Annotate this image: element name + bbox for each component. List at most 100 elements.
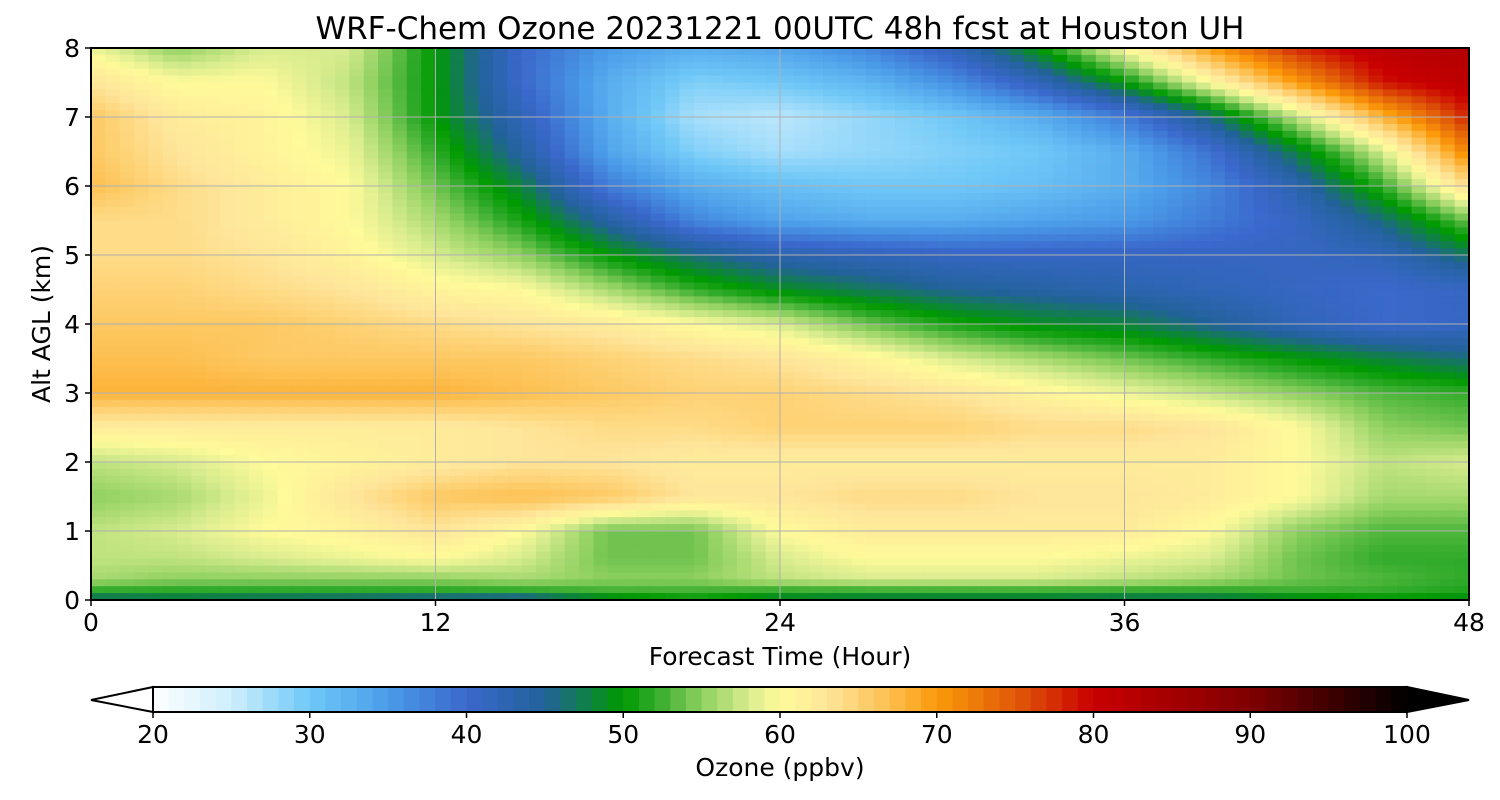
heatmap-cell xyxy=(550,144,566,153)
heatmap-cell xyxy=(665,317,681,325)
heatmap-cell xyxy=(722,248,738,256)
heatmap-cell xyxy=(995,82,1011,90)
heatmap-cell xyxy=(1311,158,1327,166)
heatmap-cell xyxy=(363,54,379,63)
heatmap-cell xyxy=(866,75,882,84)
heatmap-cell xyxy=(923,365,939,373)
heatmap-cell xyxy=(765,199,781,208)
heatmap-cell xyxy=(1253,241,1269,249)
heatmap-cell xyxy=(980,358,996,366)
heatmap-cell xyxy=(1239,54,1255,63)
heatmap-cell xyxy=(1268,241,1283,249)
heatmap-cell xyxy=(291,220,307,228)
heatmap-cell xyxy=(1067,186,1083,194)
heatmap-cell xyxy=(894,96,910,104)
heatmap-cell xyxy=(622,192,638,201)
heatmap-cell xyxy=(995,110,1011,118)
heatmap-cell xyxy=(478,82,494,90)
heatmap-cell xyxy=(507,344,523,353)
heatmap-cell xyxy=(1282,234,1298,242)
heatmap-cell xyxy=(148,379,164,387)
heatmap-cell xyxy=(1210,137,1226,146)
heatmap-cell xyxy=(119,96,135,104)
heatmap-cell xyxy=(1024,282,1039,291)
heatmap-cell xyxy=(1052,192,1068,201)
heatmap-cell xyxy=(306,234,322,242)
heatmap-cell xyxy=(291,68,307,77)
heatmap-cell xyxy=(579,275,594,284)
heatmap-cell xyxy=(665,372,681,380)
heatmap-cell xyxy=(937,192,953,201)
heatmap-cell xyxy=(1067,123,1083,132)
heatmap-cell xyxy=(823,289,839,297)
heatmap-cell xyxy=(521,255,537,263)
heatmap-cell xyxy=(808,393,824,401)
heatmap-cell xyxy=(1124,234,1140,242)
heatmap-cell xyxy=(1425,103,1441,111)
heatmap-cell xyxy=(751,54,767,63)
heatmap-cell xyxy=(894,358,910,366)
heatmap-cell xyxy=(909,310,925,318)
heatmap-cell xyxy=(134,406,150,415)
heatmap-cell xyxy=(794,144,810,153)
heatmap-cell xyxy=(952,117,968,125)
heatmap-cell xyxy=(593,379,609,387)
heatmap-cell xyxy=(1024,103,1039,111)
heatmap-cell xyxy=(1009,386,1025,394)
heatmap-cell xyxy=(980,386,996,394)
heatmap-cell xyxy=(105,358,121,366)
heatmap-cell xyxy=(980,158,996,166)
heatmap-cell xyxy=(1382,186,1398,194)
heatmap-cell xyxy=(808,241,824,249)
heatmap-cell xyxy=(1296,337,1312,346)
heatmap-cell xyxy=(191,303,207,311)
heatmap-cell xyxy=(535,317,551,325)
heatmap-cell xyxy=(1181,324,1197,332)
heatmap-cell xyxy=(679,137,695,146)
heatmap-cell xyxy=(1067,324,1083,332)
heatmap-cell xyxy=(134,117,150,125)
heatmap-cell xyxy=(492,234,508,242)
heatmap-cell xyxy=(148,165,164,173)
heatmap-cell xyxy=(1339,386,1355,394)
heatmap-cell xyxy=(105,220,121,228)
heatmap-cell xyxy=(478,96,494,104)
heatmap-cell xyxy=(105,344,121,353)
heatmap-cell xyxy=(1325,123,1341,132)
heatmap-cell xyxy=(837,317,853,325)
heatmap-cell xyxy=(1138,324,1154,332)
heatmap-cell xyxy=(980,89,996,97)
heatmap-cell xyxy=(421,123,437,132)
heatmap-cell xyxy=(736,296,752,304)
heatmap-cell xyxy=(162,68,178,77)
heatmap-cell xyxy=(349,275,365,284)
heatmap-cell xyxy=(220,337,236,346)
heatmap-cell xyxy=(1239,255,1255,263)
heatmap-cell xyxy=(564,393,580,401)
heatmap-cell xyxy=(1024,296,1039,304)
heatmap-cell xyxy=(1354,358,1370,366)
heatmap-cell xyxy=(449,330,465,339)
heatmap-cell xyxy=(521,75,537,84)
heatmap-cell xyxy=(794,54,810,63)
heatmap-cell xyxy=(837,96,853,104)
heatmap-cell xyxy=(1239,317,1255,325)
heatmap-cell xyxy=(162,268,178,277)
heatmap-cell xyxy=(406,296,422,304)
heatmap-cell xyxy=(248,61,264,70)
heatmap-cell xyxy=(966,296,982,304)
heatmap-cell xyxy=(220,234,236,242)
heatmap-cell xyxy=(794,351,810,360)
heatmap-cell xyxy=(866,227,882,235)
heatmap-cell xyxy=(607,179,623,187)
heatmap-cell xyxy=(1095,399,1111,408)
heatmap-cell xyxy=(650,117,666,125)
heatmap-cell xyxy=(995,365,1011,373)
heatmap-cell xyxy=(693,399,709,408)
heatmap-cell xyxy=(880,103,896,111)
heatmap-cell xyxy=(478,317,494,325)
heatmap-cell xyxy=(205,123,221,132)
heatmap-cell xyxy=(966,123,982,132)
heatmap-cell xyxy=(277,172,293,180)
heatmap-cell xyxy=(335,151,350,159)
